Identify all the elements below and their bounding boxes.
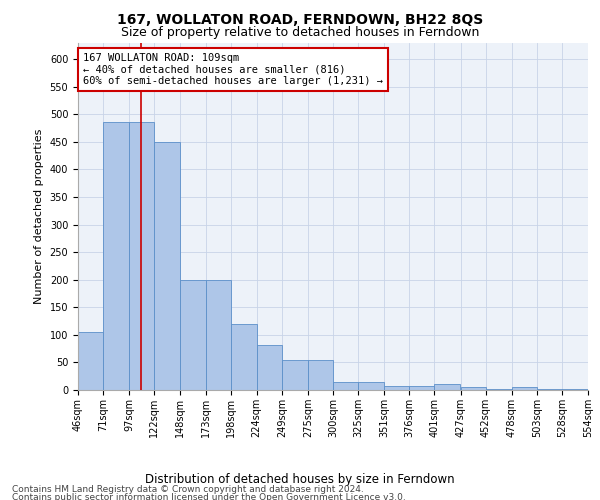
Bar [103,122,129,390]
Bar [257,345,282,390]
Bar [537,389,562,390]
Bar [358,382,384,390]
Bar [154,142,181,390]
Bar [78,332,103,390]
Bar [384,386,409,390]
Bar [282,360,308,390]
Bar [181,280,206,390]
Text: 167, WOLLATON ROAD, FERNDOWN, BH22 8QS: 167, WOLLATON ROAD, FERNDOWN, BH22 8QS [117,12,483,26]
Bar [562,389,588,390]
Bar [129,122,154,390]
Bar [333,382,358,390]
Bar [308,360,333,390]
Bar [461,387,485,390]
Bar [485,389,512,390]
Text: Size of property relative to detached houses in Ferndown: Size of property relative to detached ho… [121,26,479,39]
Bar [434,384,461,390]
Text: Contains public sector information licensed under the Open Government Licence v3: Contains public sector information licen… [12,494,406,500]
Text: 167 WOLLATON ROAD: 109sqm
← 40% of detached houses are smaller (816)
60% of semi: 167 WOLLATON ROAD: 109sqm ← 40% of detac… [83,53,383,86]
Text: Contains HM Land Registry data © Crown copyright and database right 2024.: Contains HM Land Registry data © Crown c… [12,485,364,494]
Y-axis label: Number of detached properties: Number of detached properties [34,128,44,304]
Text: Distribution of detached houses by size in Ferndown: Distribution of detached houses by size … [145,472,455,486]
Bar [512,387,537,390]
Bar [230,324,257,390]
Bar [205,280,230,390]
Bar [409,386,434,390]
